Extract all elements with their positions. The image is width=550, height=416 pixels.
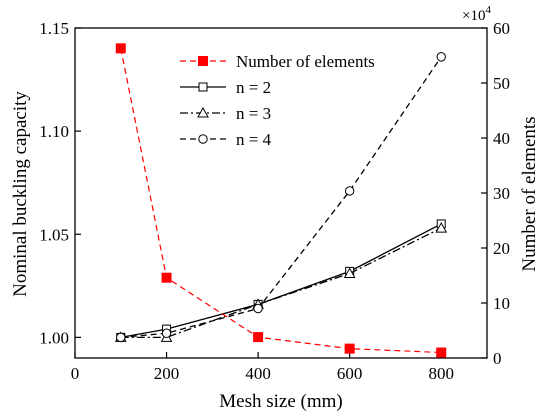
legend-item-number-of-elements: Number of elements [180, 52, 375, 71]
data-point-n-4 [436, 52, 446, 62]
right-y-tick-label: 10 [493, 294, 510, 313]
right-y-axis: 0 10 20 30 40 50 60 [481, 19, 510, 368]
x-tick-label: 200 [154, 364, 180, 383]
legend-swatch-marker [198, 56, 208, 66]
legend-label: n = 2 [236, 78, 271, 97]
left-y-tick-label: 1.05 [39, 225, 69, 244]
multiplier-exponent: 4 [485, 4, 491, 16]
legend-swatch-marker [198, 134, 208, 144]
right-y-tick-label: 60 [493, 19, 510, 38]
right-y-tick-label: 50 [493, 74, 510, 93]
data-point-n-4 [253, 303, 263, 314]
right-y-tick-label: 40 [493, 129, 510, 148]
left-y-tick-label: 1.10 [39, 122, 69, 141]
x-tick-label: 800 [428, 364, 454, 383]
data-point-number-of-elements [115, 43, 126, 54]
data-point-number-of-elements [344, 343, 355, 354]
left-y-tick-label: 1.00 [39, 328, 69, 347]
data-point-n-3 [435, 222, 448, 233]
multiplier-base: ×10 [462, 8, 485, 24]
left-y-axis: 1.00 1.05 1.10 1.15 [39, 19, 81, 347]
x-axis: 0 200 400 600 800 [71, 352, 454, 383]
series-group [114, 43, 448, 358]
right-axis-multiplier: ×104 [462, 4, 491, 24]
x-tick-label: 0 [71, 364, 80, 383]
legend-item-n-2: n = 2 [180, 78, 271, 97]
legend-label: n = 3 [236, 104, 271, 123]
left-y-tick-label: 1.15 [39, 19, 69, 38]
legend-swatch-marker [198, 82, 208, 92]
right-y-tick-label: 0 [493, 349, 502, 368]
series-line-number-of-elements [120, 48, 442, 354]
legend: Number of elements n = 2 n = 3 n = 4 [180, 52, 375, 149]
legend-label: n = 4 [236, 130, 272, 149]
data-point-n-4 [161, 328, 172, 338]
right-y-axis-title: Number of elements [519, 116, 540, 271]
x-axis-title: Mesh size (mm) [219, 391, 342, 412]
legend-swatch-marker [197, 106, 209, 118]
x-tick-label: 400 [245, 364, 271, 383]
x-tick-label: 600 [337, 364, 363, 383]
data-point-n-4 [344, 186, 355, 196]
data-point-number-of-elements [253, 332, 264, 343]
right-y-tick-label: 30 [493, 184, 510, 203]
series-number-of-elements [115, 43, 447, 358]
data-point-number-of-elements [436, 347, 447, 358]
legend-item-n-3: n = 3 [180, 104, 271, 123]
data-point-n-3 [343, 267, 356, 278]
data-point-n-4 [116, 332, 126, 343]
right-y-tick-label: 20 [493, 239, 510, 258]
data-point-number-of-elements [161, 272, 172, 283]
series-line-n-4 [120, 56, 442, 339]
series-line-n-3 [120, 227, 442, 339]
legend-item-n-4: n = 4 [180, 130, 272, 149]
legend-label: Number of elements [236, 52, 375, 71]
series-n-4 [116, 52, 446, 343]
plot-area [74, 27, 488, 359]
left-y-axis-title: Nominal buckling capacity [10, 91, 31, 297]
